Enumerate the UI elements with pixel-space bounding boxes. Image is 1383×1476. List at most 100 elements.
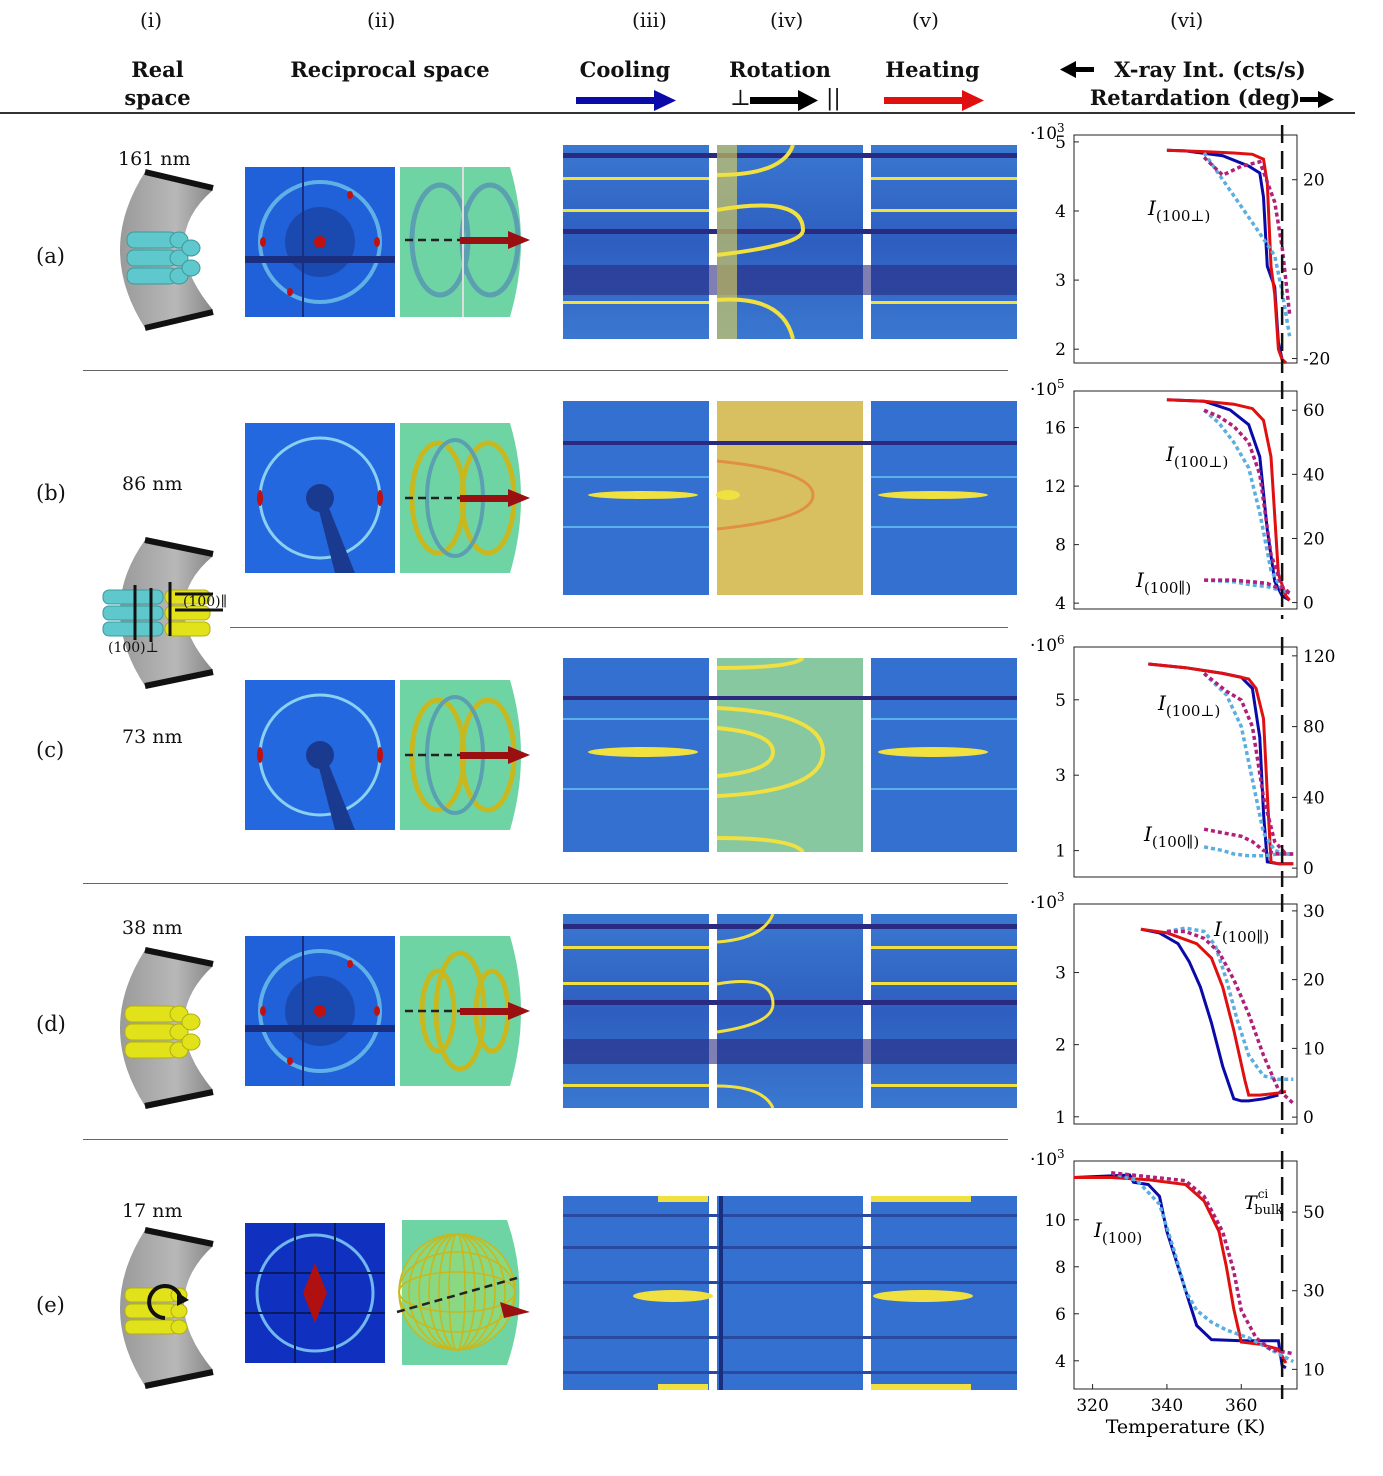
- series-annotation: I(100⊥): [1147, 196, 1210, 225]
- row-label-a: (a): [36, 244, 65, 268]
- series-cooling: [1073, 1173, 1287, 1370]
- right-tick-label: 80: [1303, 718, 1325, 738]
- kymograph-row-b: [563, 401, 1017, 595]
- multiplier-label: ·103: [1030, 890, 1065, 913]
- rotation-icon: [147, 1284, 183, 1320]
- right-tick-label: -20: [1303, 350, 1330, 370]
- series-annotation: I(100): [1093, 1218, 1142, 1247]
- heating-arrow: [884, 90, 984, 111]
- row-separator: [83, 1139, 1008, 1140]
- perp-plane-label: (100)⊥: [108, 640, 159, 656]
- perp-symbol: ⊥: [730, 86, 751, 111]
- chart-frame: [1073, 646, 1298, 878]
- left-tick-label: 8: [1055, 536, 1066, 556]
- right-tick-label: 0: [1303, 1108, 1314, 1128]
- header-real-line2: space: [124, 85, 191, 110]
- right-tick-label: 30: [1303, 1282, 1325, 1302]
- chart-frame: [1073, 390, 1298, 610]
- chart-frame: [1073, 1160, 1298, 1390]
- par-plane-label: (100)∥: [183, 594, 228, 610]
- left-tick-label: 1: [1055, 1108, 1066, 1128]
- left-tick-label: 1: [1055, 842, 1066, 862]
- left-tick-label: 8: [1055, 1258, 1066, 1278]
- series-cooling: [1166, 398, 1291, 602]
- series-retard_heat: [1202, 156, 1292, 314]
- left-tick-label: 12: [1044, 477, 1066, 497]
- row-separator: [83, 370, 1008, 371]
- left-tick-label: 2: [1055, 1036, 1066, 1056]
- row-label-c: (c): [36, 738, 65, 762]
- left-tick-label: 4: [1055, 202, 1066, 222]
- series-retard_cool: [1110, 1171, 1295, 1364]
- row-separator: [230, 627, 1008, 628]
- diffraction-pattern-b: [245, 423, 395, 573]
- diffraction-pattern-c: [245, 680, 395, 830]
- left-tick-label: 3: [1055, 766, 1066, 786]
- series-annotation: I(100∥): [1135, 568, 1191, 597]
- right-tick-label: 10: [1303, 1039, 1325, 1059]
- right-tick-label: 0: [1303, 859, 1314, 879]
- left-tick-label: 16: [1044, 419, 1066, 439]
- series-retard_par_heat: [1204, 578, 1291, 595]
- kymograph-row-c: [563, 658, 1017, 852]
- kymograph-row-a: [563, 145, 1017, 339]
- multiplier-label: ·103: [1030, 1147, 1065, 1170]
- series-retard_par_heat: [1203, 827, 1294, 856]
- reciprocal-sphere-c: [400, 680, 530, 830]
- diffraction-pattern-d: [245, 936, 395, 1086]
- header-retardation: Retardation (deg): [1089, 85, 1301, 110]
- reciprocal-sphere-d: [400, 936, 530, 1086]
- row-label-d: (d): [36, 1012, 66, 1036]
- right-tick-label: 20: [1303, 171, 1325, 191]
- rotation-arrow: [750, 90, 818, 111]
- reciprocal-sphere-b: [400, 423, 530, 573]
- header-cooling: Cooling: [579, 57, 671, 82]
- left-tick-label: 6: [1055, 1305, 1066, 1325]
- series-retard_par_cool: [1203, 845, 1294, 858]
- left-tick-label: 3: [1055, 271, 1066, 291]
- series-retard_perp_heat: [1203, 408, 1291, 595]
- reciprocal-sphere-e: [396, 1220, 530, 1365]
- col-label-ii: (ii): [367, 8, 396, 32]
- series-heating: [1140, 927, 1287, 1097]
- chart-frame: [1073, 134, 1298, 364]
- series-retard_perp_heat: [1203, 672, 1294, 856]
- right-tick-label: 0: [1303, 594, 1314, 614]
- cooling-arrow: [576, 90, 676, 111]
- col-label-vi: (vi): [1170, 8, 1204, 32]
- header-reciprocal: Reciprocal space: [290, 57, 490, 82]
- chart-panel-0: 2 3 4 5 -20 0 20 ·103 I(100⊥): [1030, 121, 1330, 373]
- header-rotation: Rotation: [729, 57, 831, 82]
- diffraction-pattern-e: [245, 1223, 385, 1363]
- pore-schematic-a: [120, 169, 214, 331]
- series-retard_cool: [1166, 926, 1294, 1082]
- chart-panel-1: 4 8 12 16 0 20 40 60 ·105 I(100⊥) I(100∥): [1030, 377, 1325, 619]
- size-label-e: 17 nm: [122, 1200, 183, 1222]
- multiplier-label: ·106: [1030, 633, 1065, 656]
- size-label-d: 38 nm: [122, 917, 183, 939]
- diffraction-pattern-a: [245, 167, 395, 317]
- right-tick-label: 40: [1303, 465, 1325, 485]
- x-tick-label: 320: [1076, 1396, 1108, 1416]
- x-tick-label: 340: [1151, 1396, 1183, 1416]
- left-tick-label: 5: [1055, 133, 1066, 153]
- right-tick-label: 50: [1303, 1203, 1325, 1223]
- multiplier-label: ·103: [1030, 121, 1065, 144]
- row-separator: [83, 883, 1008, 884]
- size-label-a: 161 nm: [118, 148, 191, 170]
- kymograph-row-d: [563, 914, 1017, 1108]
- col-label-iv: (iv): [770, 8, 804, 32]
- header-real-space: Real space: [100, 56, 215, 112]
- right-tick-label: 30: [1303, 902, 1325, 922]
- pore-schematic-bc: [102, 537, 223, 689]
- row-label-b: (b): [36, 481, 66, 505]
- header-heating: Heating: [885, 57, 980, 82]
- right-tick-label: 20: [1303, 971, 1325, 991]
- series-heating: [1166, 148, 1287, 365]
- header-xray: X-ray Int. (cts/s): [1114, 57, 1306, 82]
- chart-panel-4: 4 6 8 10 10 30 50 ·103 I(100) Tci bulk 320 340 360Tem…: [1030, 1147, 1325, 1438]
- right-tick-label: 60: [1303, 401, 1325, 421]
- reciprocal-sphere-a: [400, 167, 530, 317]
- left-arrow-icon: [1060, 61, 1094, 78]
